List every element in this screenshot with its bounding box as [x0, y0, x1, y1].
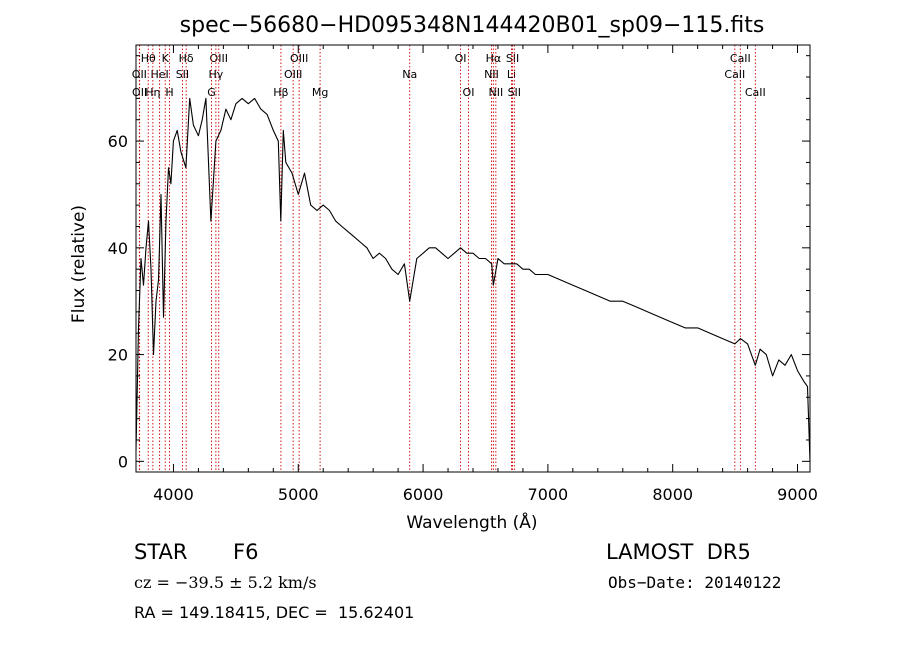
line-marker-label: Hη — [145, 86, 160, 99]
spectrum-line — [135, 97, 811, 462]
line-marker-label: Li — [507, 68, 516, 81]
line-marker-label: Hβ — [273, 86, 288, 99]
x-tick-label: 6000 — [403, 485, 444, 504]
line-marker-label: Mg — [312, 86, 328, 99]
line-marker-label: Hα — [486, 52, 502, 65]
line-marker-label: OIII — [284, 68, 302, 81]
line-marker-label: Hδ — [179, 52, 194, 65]
line-marker-label: K — [162, 52, 170, 65]
line-marker-label: OI — [463, 86, 475, 99]
line-marker-label: OIII — [290, 52, 308, 65]
line-marker-label: Hθ — [141, 52, 156, 65]
x-tick-label: 9000 — [777, 485, 818, 504]
line-marker-label: OIII — [210, 52, 228, 65]
line-marker-label: OI — [455, 52, 467, 65]
y-axis-label: Flux (relative) — [69, 205, 89, 323]
line-marker-label: CaII — [724, 68, 745, 81]
line-marker-label: CaII — [730, 52, 751, 65]
line-marker-label: SII — [176, 68, 189, 81]
line-marker-label: SII — [506, 52, 519, 65]
line-marker-label: H — [165, 86, 173, 99]
line-marker-label: SII — [508, 86, 521, 99]
x-tick-label: 4000 — [153, 485, 194, 504]
line-marker-label: NII — [488, 86, 503, 99]
x-tick-label: 8000 — [652, 485, 693, 504]
y-tick-label: 20 — [108, 346, 128, 365]
survey-label: LAMOST DR5 — [606, 540, 751, 564]
line-marker-label: G — [207, 86, 216, 99]
spectral-subclass: F6 — [233, 540, 259, 564]
object-type: STAR — [134, 540, 188, 564]
line-marker-label: HeI — [150, 68, 168, 81]
line-marker-label: Na — [402, 68, 417, 81]
plot-frame — [135, 44, 811, 473]
x-tick-label: 7000 — [528, 485, 569, 504]
x-tick-label: 5000 — [278, 485, 319, 504]
chart-title: spec−56680−HD095348N144420B01_sp09−115.f… — [180, 13, 765, 38]
line-marker-label: CaII — [745, 86, 766, 99]
x-axis-label: Wavelength (Å) — [406, 511, 537, 533]
coordinates-label: RA = 149.18415, DEC = 15.62401 — [134, 603, 415, 622]
line-marker-label: Hγ — [208, 68, 223, 81]
y-tick-label: 60 — [108, 132, 128, 151]
redshift-label: cz = −39.5 ± 5.2 km/s — [134, 573, 317, 592]
y-tick-label: 0 — [118, 452, 128, 471]
y-tick-label: 40 — [108, 239, 128, 258]
obs-date-label: Obs−Date: 20140122 — [608, 573, 782, 592]
line-marker-label: NII — [484, 68, 499, 81]
